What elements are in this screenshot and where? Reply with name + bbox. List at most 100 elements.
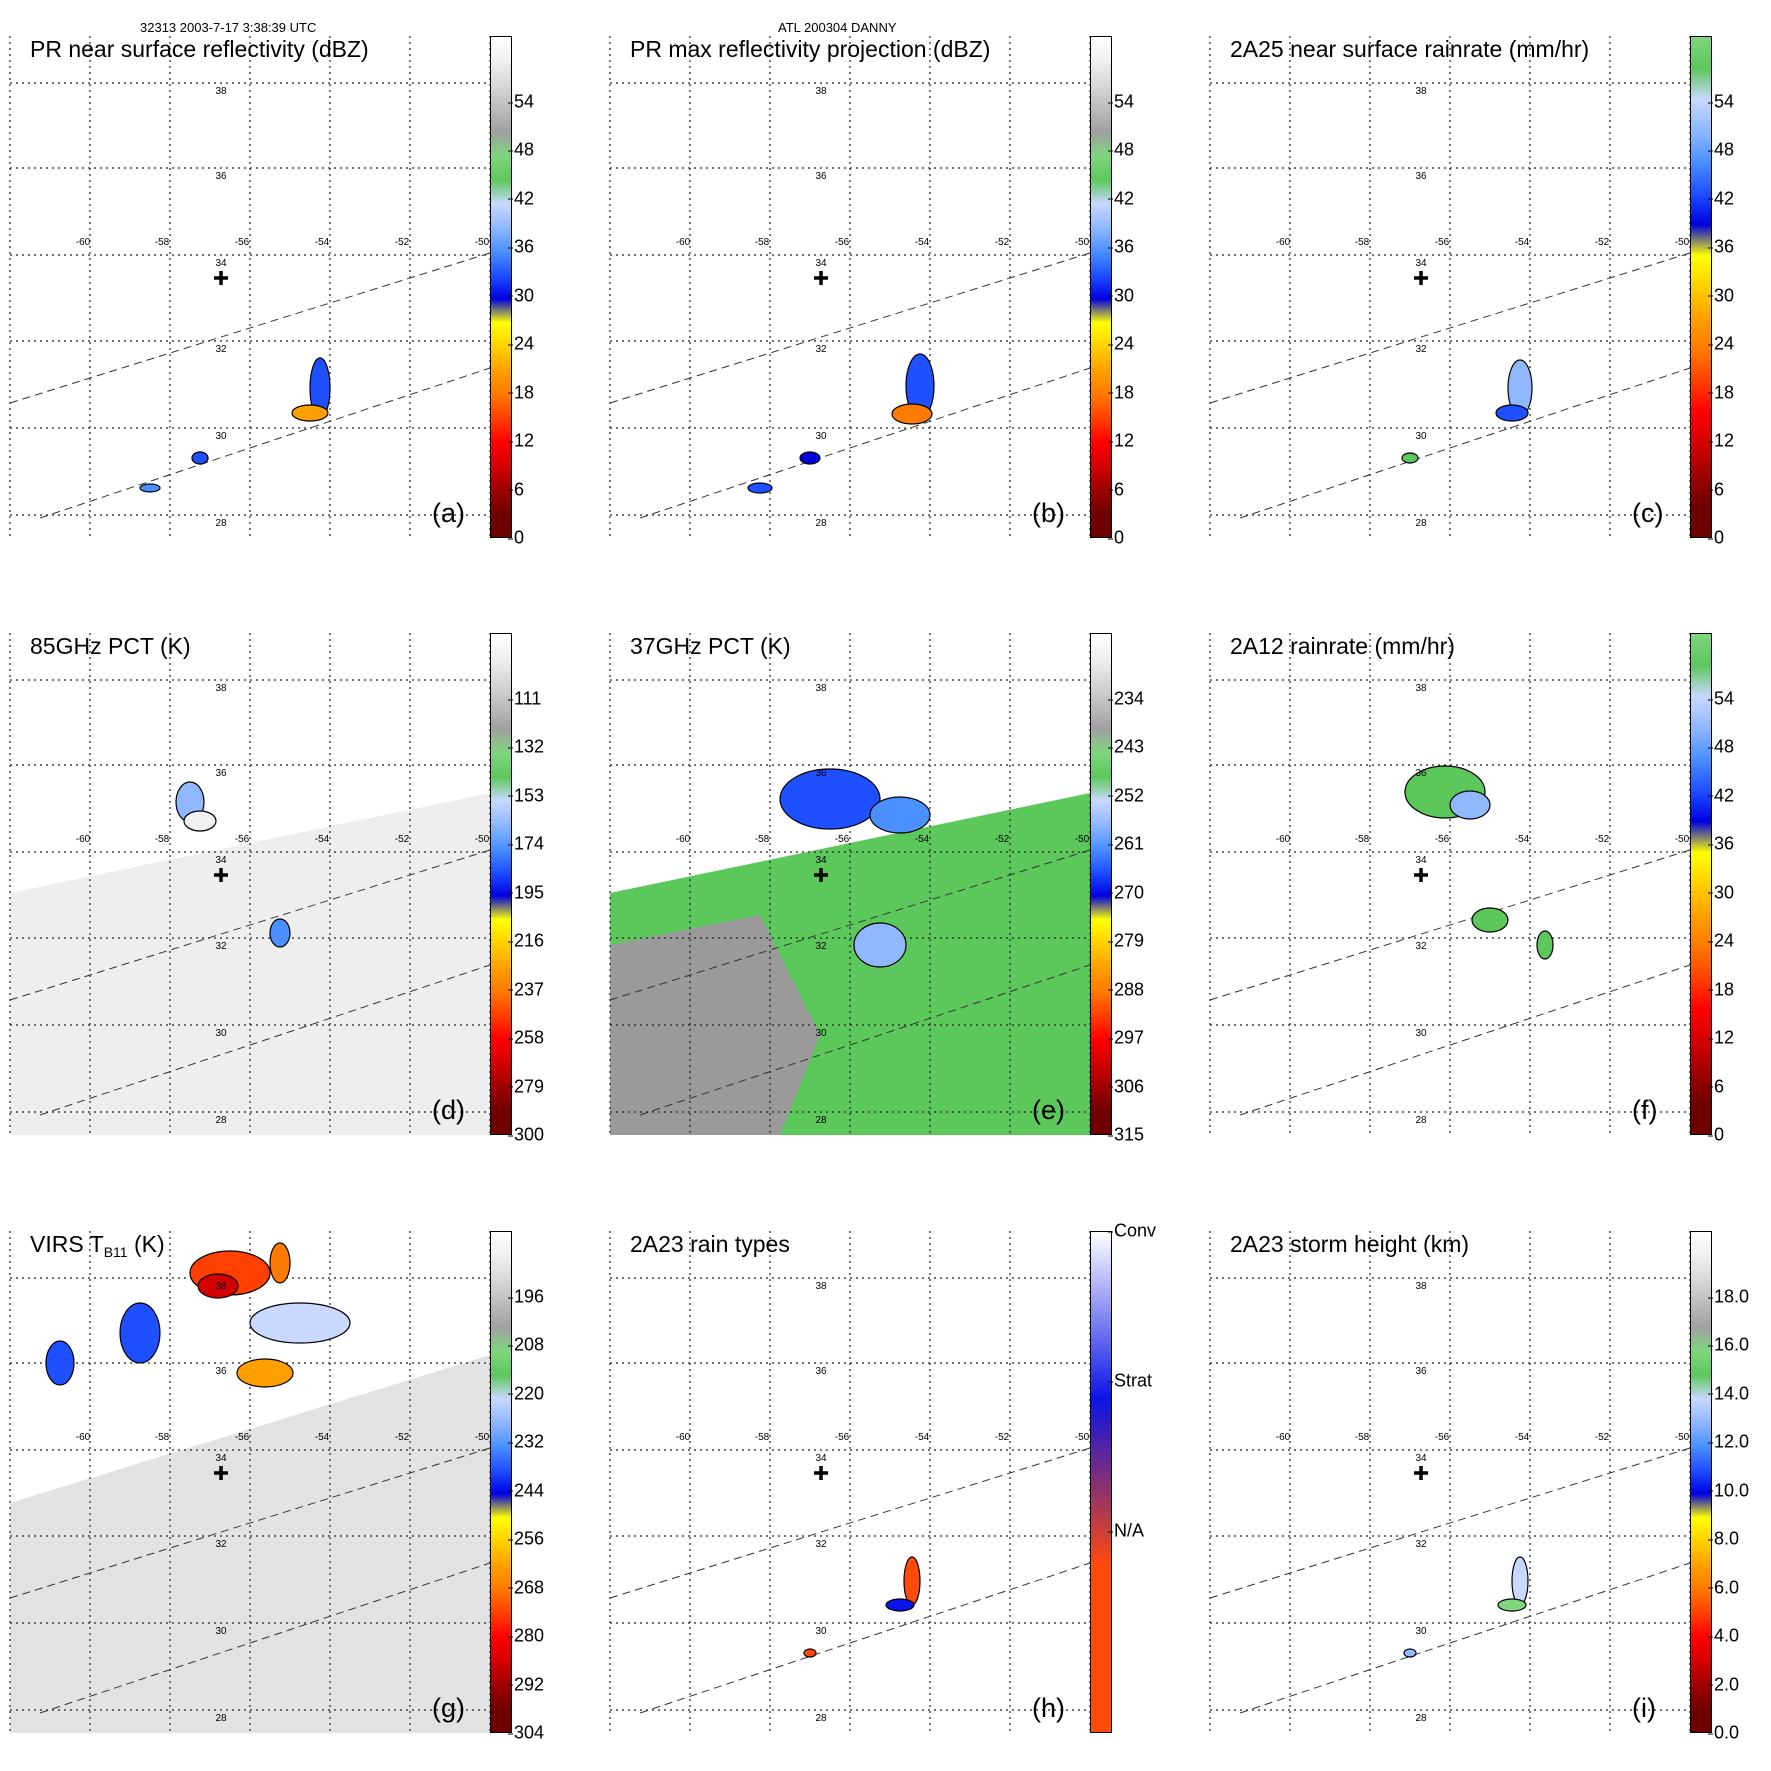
colorbar — [1690, 36, 1712, 538]
colorbar-tick-label: 132 — [507, 736, 545, 757]
latitude-label: 36 — [815, 171, 827, 182]
latitude-label: 36 — [215, 768, 227, 779]
colorbar-tick-label: 12 — [507, 430, 535, 451]
colorbar-tick-label: 30 — [1107, 285, 1135, 306]
pr-swath-edge — [639, 367, 1091, 519]
precip-cell — [803, 1648, 817, 1658]
pr-swath-edge — [9, 1447, 491, 1599]
colorbar-tick-label: 306 — [1107, 1076, 1145, 1097]
longitude-label: -58 — [755, 237, 770, 248]
longitude-label: -58 — [155, 237, 170, 248]
colorbar-tick-label: 208 — [507, 1334, 545, 1355]
panel-g: -60 -58 -56 -54 -52 -50 38 36 34 32 30 28 VIRS TB11 … — [0, 1213, 544, 1743]
longitude-label: -52 — [995, 1432, 1010, 1443]
longitude-label: -58 — [1355, 237, 1370, 248]
colorbar-tick-label: 42 — [1707, 188, 1735, 209]
colorbar-tick-label: 12 — [1107, 430, 1135, 451]
colorbar-tick-label: 8.0 — [1707, 1528, 1740, 1549]
precip-cell — [236, 1358, 294, 1388]
precip-cell — [249, 1302, 351, 1344]
colorbar-tick-label: 237 — [507, 979, 545, 1000]
latitude-label: 28 — [815, 1713, 827, 1724]
colorbar-tick-label: 12 — [1707, 1027, 1735, 1048]
latitude-label: 34 — [215, 1453, 227, 1464]
colorbar-tick-label: 6 — [1707, 1076, 1725, 1097]
panel-i: -60 -58 -56 -54 -52 -50 38 36 34 32 30 28 2A23 storm… — [1200, 1213, 1749, 1743]
panel-title: VIRS TB11 (K) — [30, 1231, 165, 1260]
longitude-label: -60 — [76, 1432, 91, 1443]
colorbar-tick-label: 36 — [1707, 833, 1735, 854]
colorbar-tick-label: 174 — [507, 833, 545, 854]
latitude-label: 30 — [1415, 1028, 1427, 1039]
longitude-label: -52 — [1595, 834, 1610, 845]
longitude-label: -58 — [1355, 834, 1370, 845]
longitude-label: -60 — [676, 1432, 691, 1443]
colorbar-tick-label: 0 — [507, 527, 525, 548]
precip-cell — [885, 1598, 915, 1612]
longitude-label: -60 — [1276, 237, 1291, 248]
longitude-label: -52 — [395, 1432, 410, 1443]
latitude-label: 32 — [1415, 1539, 1427, 1550]
pr-swath-edge — [609, 1447, 1091, 1599]
panel-label: (e) — [1032, 1095, 1065, 1125]
colorbar-tick-label: 220 — [507, 1383, 545, 1404]
longitude-label: -58 — [155, 1432, 170, 1443]
longitude-label: -54 — [915, 1432, 930, 1443]
colorbar-tick-label: 6 — [1107, 479, 1125, 500]
longitude-label: -50 — [1075, 1432, 1090, 1443]
storm-center-cross-icon — [214, 868, 228, 882]
colorbar-tick-label: 244 — [507, 1480, 545, 1501]
panel-label: (a) — [432, 498, 465, 528]
colorbar-tick-label: 288 — [1107, 979, 1145, 1000]
storm-center-cross-icon — [1414, 271, 1428, 285]
colorbar-tick-label: 2.0 — [1707, 1674, 1740, 1695]
panel-d: -60 -58 -56 -54 -52 -50 38 36 34 32 30 28 85GHz PCT … — [0, 615, 544, 1145]
colorbar — [1690, 1231, 1712, 1733]
colorbar-tick-label: 0 — [1707, 527, 1725, 548]
colorbar — [1090, 633, 1112, 1135]
precip-cell — [269, 1242, 291, 1284]
pr-swath-edge — [39, 367, 491, 519]
colorbar-tick-label: 24 — [1107, 333, 1135, 354]
latitude-label: 32 — [215, 1539, 227, 1550]
map-plot: -60 -58 -56 -54 -52 -50 38 36 34 32 30 28 — [1209, 36, 1691, 538]
panel-label: (i) — [1632, 1693, 1656, 1723]
colorbar-tick-label: 42 — [507, 188, 535, 209]
colorbar — [1090, 36, 1112, 538]
map-plot: -60 -58 -56 -54 -52 -50 38 36 34 32 30 28 — [1209, 633, 1691, 1135]
panel-title: 2A23 storm height (km) — [1230, 1231, 1470, 1257]
precip-cell — [747, 482, 773, 494]
precip-cell — [853, 922, 907, 968]
colorbar-tick-label: 12.0 — [1707, 1431, 1750, 1452]
precip-cell — [1449, 790, 1491, 820]
colorbar-tick-label: 304 — [507, 1722, 545, 1743]
latitude-label: 32 — [1415, 344, 1427, 355]
map-plot: -60 -58 -56 -54 -52 -50 38 36 34 32 30 28 — [9, 1231, 491, 1733]
map-plot: -60 -58 -56 -54 -52 -50 38 36 34 32 30 28 — [609, 36, 1091, 538]
storm-center-cross-icon — [214, 1466, 228, 1480]
latitude-label: 36 — [815, 1366, 827, 1377]
storm-center-cross-icon — [1414, 1466, 1428, 1480]
latitude-label: 30 — [215, 1626, 227, 1637]
latitude-label: 28 — [815, 518, 827, 529]
colorbar-tick-label: Strat — [1107, 1370, 1153, 1391]
latitude-label: 38 — [1415, 683, 1427, 694]
panel-title: 85GHz PCT (K) — [30, 633, 191, 659]
colorbar-tick-label: 54 — [1707, 688, 1735, 709]
colorbar-tick-label: 36 — [1107, 236, 1135, 257]
longitude-label: -60 — [1276, 1432, 1291, 1443]
precip-cell — [1471, 907, 1509, 933]
longitude-label: -58 — [1355, 1432, 1370, 1443]
panel-label: (b) — [1032, 498, 1065, 528]
panel-label: (f) — [1632, 1095, 1658, 1125]
pr-swath-edge — [9, 252, 491, 404]
latitude-label: 38 — [215, 1281, 227, 1292]
latitude-label: 30 — [215, 1028, 227, 1039]
panel-b: -60 -58 -56 -54 -52 -50 38 36 34 32 30 28 PR max ref… — [600, 18, 1134, 548]
colorbar-tick-label: 279 — [507, 1076, 545, 1097]
colorbar — [1090, 1231, 1112, 1733]
latitude-label: 28 — [215, 1713, 227, 1724]
precip-cell — [799, 451, 821, 465]
panel-h: -60 -58 -56 -54 -52 -50 38 36 34 32 30 28 2A23 rain … — [600, 1213, 1156, 1733]
panel-title: 37GHz PCT (K) — [630, 633, 791, 659]
